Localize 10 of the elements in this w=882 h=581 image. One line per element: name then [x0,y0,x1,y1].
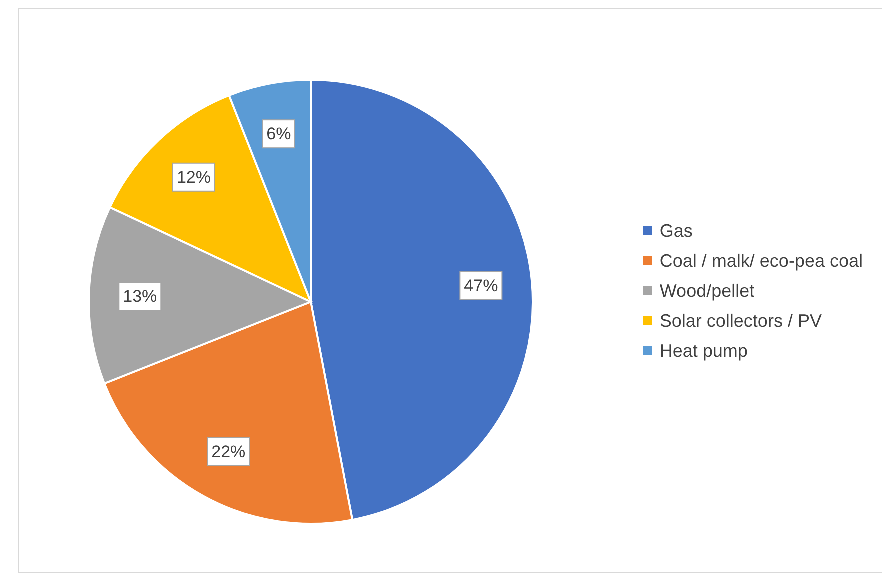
legend-label: Coal / malk/ eco-pea coal [660,250,863,273]
legend-label: Heat pump [660,340,748,363]
data-label: 12% [176,168,211,187]
legend-label: Solar collectors / PV [660,310,822,332]
data-label: 6% [266,124,292,144]
legend-label: Wood/pellet [660,280,755,303]
data-label: 47% [464,276,498,296]
data-label: 22% [212,442,246,462]
data-label: 13% [123,287,158,306]
legend-label: Gas [660,220,693,242]
